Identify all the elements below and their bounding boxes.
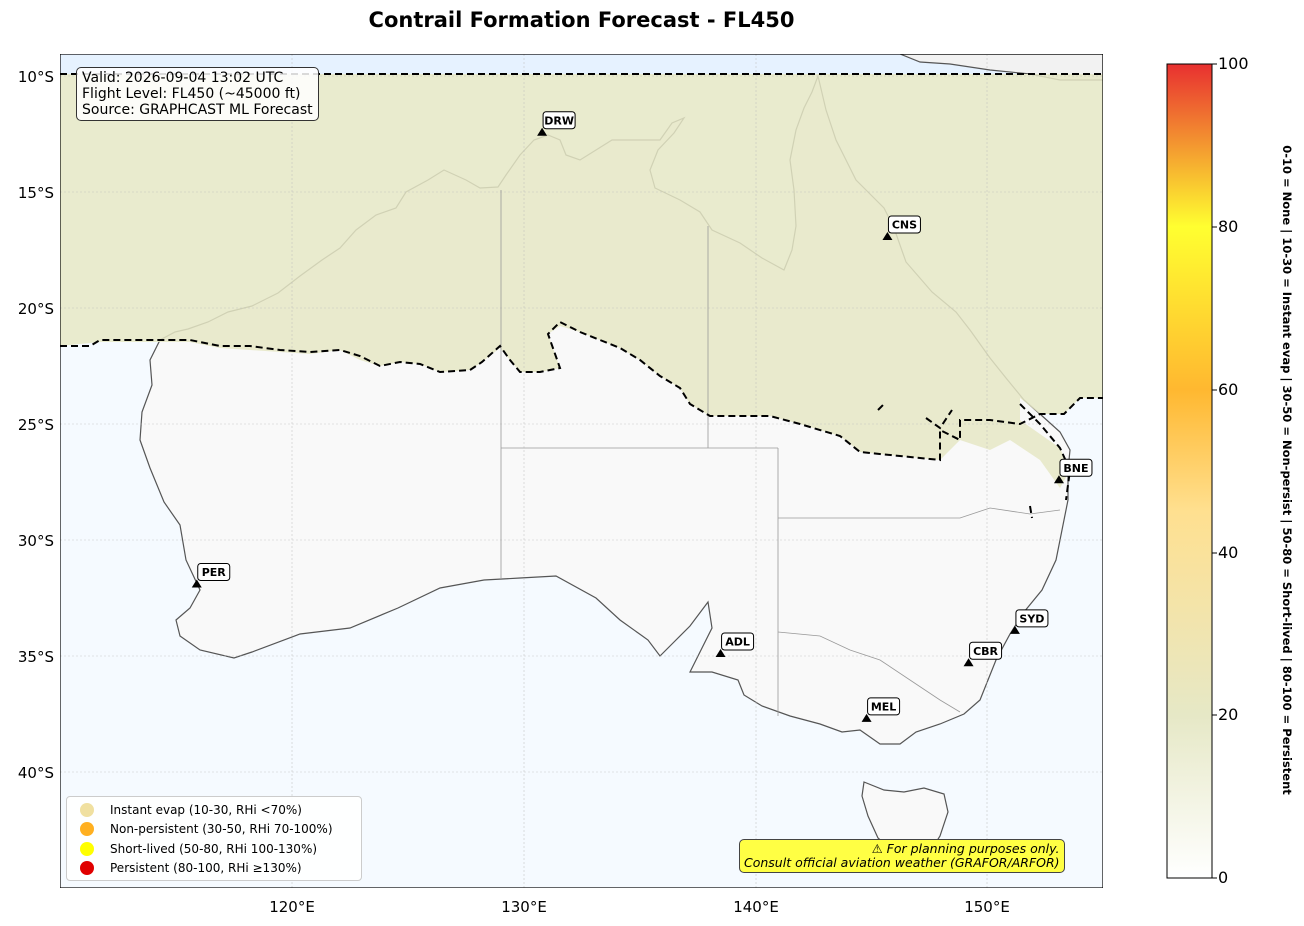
lon-tick-label: 140°E [733,898,779,916]
airport-label-box [969,641,1003,660]
warning-line-2: Consult official aviation weather (GRAFO… [744,855,1060,870]
airport-label-box [721,632,755,651]
colorbar-tick-label: 80 [1218,217,1239,236]
lat-tick-label: 15°S [18,184,54,202]
flight-level: Flight Level: FL450 (~45000 ft) [82,86,301,102]
data-source: Source: GRAPHCAST ML Forecast [82,102,313,118]
airport-label-box [1059,458,1093,477]
airport-icon [715,649,726,658]
airport-label-box [197,563,231,582]
planning-warning: ⚠ For planning purposes only. Consult of… [739,839,1065,873]
lon-tick-label: 150°E [964,898,1010,916]
legend-item: Non-persistent (30-50, RHi 70-100%) [67,820,361,840]
airport-markers: DRW CNS BNE PER ADL SYD CBR MEL [191,111,1093,722]
legend-label: Short-lived (50-80, RHi 100-130%) [110,841,318,856]
airport-code-adl: ADL [725,636,750,649]
contour-lines [60,73,1103,519]
airport-icon [882,232,893,241]
forecast-info-box: Valid: 2026-09-04 13:02 UTC Flight Level… [76,67,319,121]
airport-code-cns: CNS [892,219,917,232]
legend-dot-instant-evap [80,802,94,817]
airport-icon [1009,625,1020,634]
lat-tick-label: 20°S [18,300,54,318]
colorbar-tick-label: 100 [1218,54,1249,73]
airport-code-syd: SYD [1019,612,1044,625]
airport-icon [861,713,872,722]
airport-label-box [1015,609,1049,628]
airport-label-box [867,697,901,716]
legend-dot-short-lived [80,841,94,856]
lon-tick-label: 130°E [501,898,547,916]
map-title: Contrail Formation Forecast - FL450 [368,8,795,32]
colorbar-ticks [1212,63,1217,879]
lat-tick-label: 10°S [18,68,54,86]
state-borders [500,190,1061,716]
valid-time: Valid: 2026-09-04 13:02 UTC [82,70,284,86]
colorbar [1166,63,1213,879]
lat-tick-label: 40°S [18,764,54,782]
top-strip [60,54,1103,74]
airport-label-box [887,215,921,234]
airport-icon [1053,475,1064,484]
lat-tick-label: 25°S [18,416,54,434]
airport-icon [191,579,202,588]
legend: Instant evap (10-30, RHi <70%) Non-persi… [66,796,362,881]
airport-code-cbr: CBR [973,645,998,658]
colorbar-tick-label: 40 [1218,543,1239,562]
gridlines [60,54,1103,888]
lon-tick-label: 120°E [269,898,315,916]
airport-code-mel: MEL [871,700,896,713]
lat-tick-label: 35°S [18,648,54,666]
airport-icon [963,658,974,667]
lat-tick-label: 30°S [18,532,54,550]
colorbar-tick-label: 20 [1218,705,1239,724]
colorbar-tick-label: 0 [1218,868,1229,887]
airport-code-bne: BNE [1063,462,1088,475]
legend-item: Persistent (80-100, RHi ≥130%) [67,859,361,879]
legend-dot-non-persistent [80,822,94,837]
legend-item: Short-lived (50-80, RHi 100-130%) [67,839,361,859]
airport-icon [537,127,548,136]
airport-label-box [542,111,576,130]
instant-evap-field [60,74,1103,488]
airport-code-drw: DRW [544,114,574,127]
colorbar-description: 0-10 = None | 10-30 = Instant evap | 30-… [1280,145,1294,795]
colorbar-tick-label: 60 [1218,380,1239,399]
airport-code-per: PER [202,566,227,579]
legend-label: Non-persistent (30-50, RHi 70-100%) [110,822,333,837]
legend-item: Instant evap (10-30, RHi <70%) [67,800,361,820]
lat-axis-labels: 10°S 15°S 20°S 25°S 30°S 35°S 40°S [18,68,54,782]
warning-line-1: ⚠ For planning purposes only. [871,841,1060,856]
legend-label: Instant evap (10-30, RHi <70%) [110,802,302,817]
lon-axis-labels: 120°E 130°E 140°E 150°E [269,898,1010,916]
legend-label: Persistent (80-100, RHi ≥130%) [110,861,302,876]
legend-dot-persistent [80,861,94,876]
